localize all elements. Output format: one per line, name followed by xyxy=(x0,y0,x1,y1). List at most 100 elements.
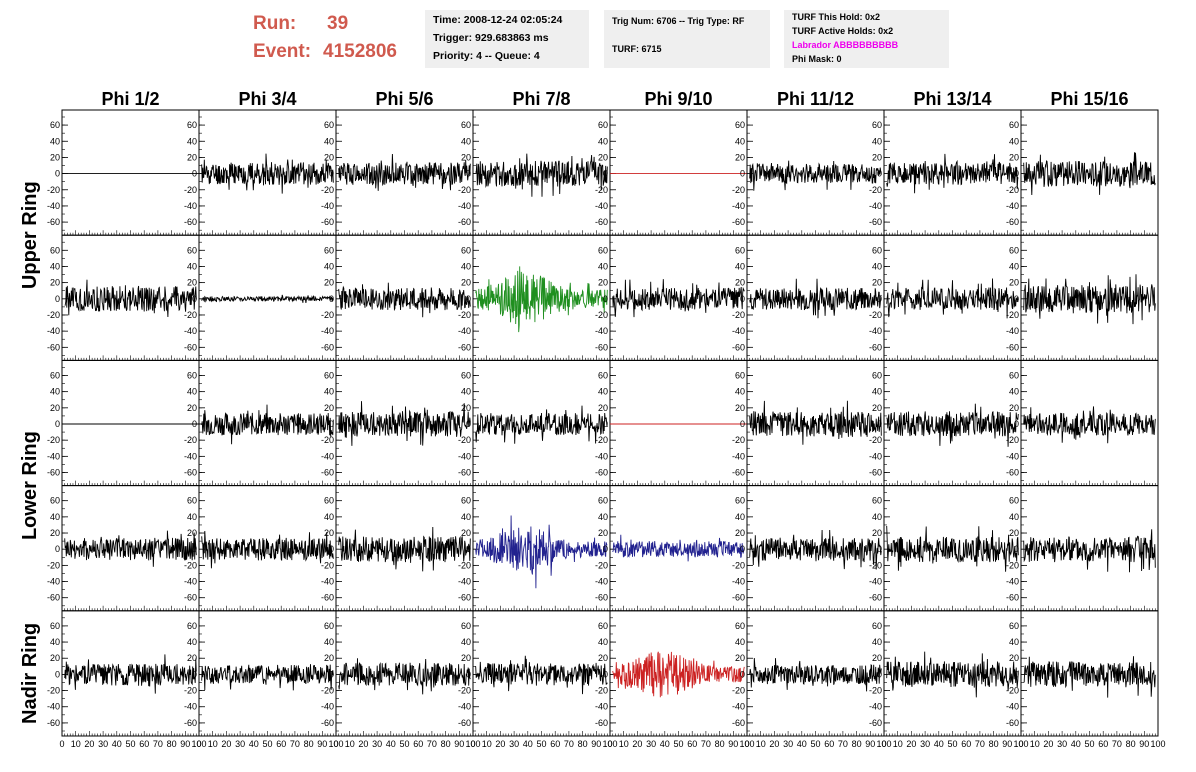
y-tick-label: 0 xyxy=(55,544,60,554)
x-tick-label: 40 xyxy=(797,739,807,749)
waveform-trace xyxy=(64,279,197,318)
y-tick-label: -40 xyxy=(47,702,60,712)
y-tick-label: 60 xyxy=(872,496,882,506)
y-tick-label: -20 xyxy=(869,185,882,195)
y-tick-label: 20 xyxy=(461,152,471,162)
x-tick-label: 80 xyxy=(715,739,725,749)
waveform-trace xyxy=(1023,274,1156,325)
panel-frame xyxy=(609,109,748,236)
y-tick-label: 0 xyxy=(192,669,197,679)
y-tick-label: 0 xyxy=(740,419,745,429)
y-tick-label: 0 xyxy=(877,169,882,179)
y-tick-label: -20 xyxy=(321,560,334,570)
x-tick-label: 40 xyxy=(249,739,259,749)
y-tick-label: -20 xyxy=(595,686,608,696)
column-header: Phi 7/8 xyxy=(512,89,570,109)
y-tick-label: 40 xyxy=(324,637,334,647)
y-tick-label: -40 xyxy=(595,451,608,461)
y-tick-label: 60 xyxy=(461,245,471,255)
y-tick-label: 0 xyxy=(329,294,334,304)
y-tick-label: -40 xyxy=(732,577,745,587)
y-tick-label: 20 xyxy=(1009,528,1019,538)
y-tick-label: 60 xyxy=(1009,621,1019,631)
y-tick-label: 20 xyxy=(598,278,608,288)
y-tick-label: -40 xyxy=(47,451,60,461)
waveform-trace xyxy=(201,404,334,445)
run-label: Run: xyxy=(253,13,297,34)
event-label: Event: xyxy=(253,41,312,62)
y-tick-label: -60 xyxy=(732,718,745,728)
waveform-trace xyxy=(475,655,608,695)
y-tick-label: 0 xyxy=(329,419,334,429)
time-text: Time: 2008-12-24 02:05:24 xyxy=(433,14,563,26)
y-tick-label: -20 xyxy=(732,560,745,570)
y-tick-label: 0 xyxy=(329,169,334,179)
y-tick-label: 20 xyxy=(50,653,60,663)
waveform-trace xyxy=(1023,152,1156,196)
x-tick-label: 100 xyxy=(328,739,343,749)
waveform-trace xyxy=(64,654,197,694)
x-tick-label: 100 xyxy=(876,739,891,749)
y-tick-label: 40 xyxy=(50,261,60,271)
y-tick-label: 20 xyxy=(1009,653,1019,663)
y-tick-label: 60 xyxy=(324,370,334,380)
x-tick-label: 0 xyxy=(470,739,475,749)
y-tick-label: 40 xyxy=(187,387,197,397)
y-tick-label: 20 xyxy=(324,152,334,162)
y-tick-label: -20 xyxy=(869,560,882,570)
y-tick-label: 20 xyxy=(872,278,882,288)
y-tick-label: -40 xyxy=(732,326,745,336)
y-tick-label: 60 xyxy=(1009,370,1019,380)
x-tick-label: 30 xyxy=(372,739,382,749)
y-tick-label: -20 xyxy=(595,560,608,570)
x-tick-label: 30 xyxy=(235,739,245,749)
x-tick-label: 20 xyxy=(1043,739,1053,749)
waveform-trace xyxy=(338,401,471,446)
x-tick-label: 90 xyxy=(317,739,327,749)
y-tick-label: -60 xyxy=(47,718,60,728)
x-tick-label: 100 xyxy=(602,739,617,749)
y-tick-label: 0 xyxy=(603,294,608,304)
x-tick-label: 90 xyxy=(728,739,738,749)
waveform-trace xyxy=(201,153,334,194)
y-tick-label: -20 xyxy=(595,435,608,445)
y-tick-label: -40 xyxy=(869,451,882,461)
x-tick-label: 100 xyxy=(739,739,754,749)
y-tick-label: 40 xyxy=(461,387,471,397)
y-tick-label: 60 xyxy=(324,120,334,130)
x-tick-label: 60 xyxy=(550,739,560,749)
x-tick-label: 80 xyxy=(441,739,451,749)
waveform-trace xyxy=(612,534,745,562)
x-tick-label: 70 xyxy=(564,739,574,749)
waveform-trace xyxy=(338,526,471,572)
y-tick-label: 0 xyxy=(466,419,471,429)
y-tick-label: 40 xyxy=(598,512,608,522)
x-tick-label: 30 xyxy=(98,739,108,749)
y-tick-label: -40 xyxy=(1006,326,1019,336)
y-tick-label: 40 xyxy=(735,637,745,647)
x-tick-label: 60 xyxy=(824,739,834,749)
x-tick-label: 30 xyxy=(920,739,930,749)
turf-info-box: TURF This Hold: 0x2 TURF Active Holds: 0… xyxy=(784,10,949,68)
waveform-trace xyxy=(475,515,608,589)
trigger-text: Trigger: 929.683863 ms xyxy=(433,32,549,44)
y-tick-label: -40 xyxy=(47,577,60,587)
y-tick-label: -60 xyxy=(47,593,60,603)
y-tick-label: 40 xyxy=(50,387,60,397)
y-tick-label: -20 xyxy=(458,686,471,696)
y-tick-label: -20 xyxy=(184,185,197,195)
x-tick-label: 50 xyxy=(810,739,820,749)
y-tick-label: -20 xyxy=(321,435,334,445)
y-tick-label: 20 xyxy=(461,278,471,288)
y-tick-label: -20 xyxy=(184,686,197,696)
y-tick-label: -20 xyxy=(321,185,334,195)
panel-frame xyxy=(609,359,748,487)
y-tick-label: 20 xyxy=(735,278,745,288)
y-tick-label: -60 xyxy=(47,468,60,478)
time-info-box: Time: 2008-12-24 02:05:24 Trigger: 929.6… xyxy=(425,10,589,68)
y-tick-label: 20 xyxy=(324,278,334,288)
phi-mask-text: Phi Mask: 0 xyxy=(792,54,842,64)
run-value: 39 xyxy=(327,13,349,34)
y-tick-label: -20 xyxy=(732,310,745,320)
